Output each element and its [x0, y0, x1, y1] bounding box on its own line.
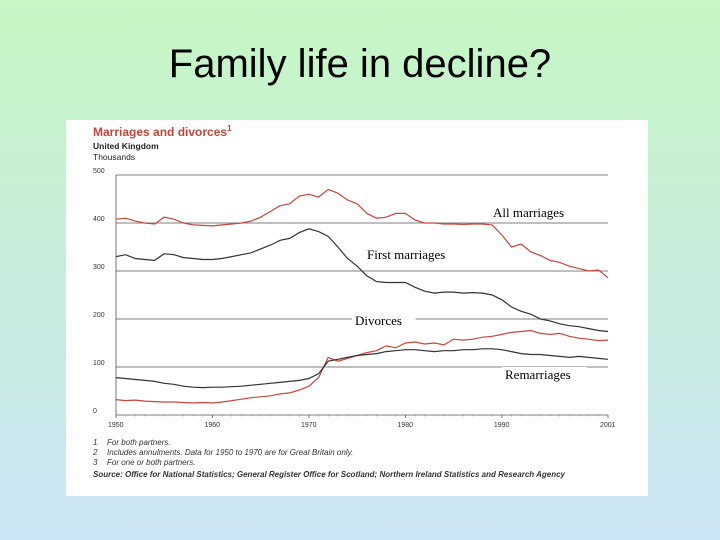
chart-title: Marriages and divorces1 [93, 124, 232, 139]
x-axis-ticks: 1950 1960 1970 1980 1990 2001 [108, 415, 616, 429]
footnote-number: 3 [93, 458, 98, 467]
line-chart: 0 100 200 300 400 500 1950 1960 1970 1980 1990 200… [93, 168, 616, 429]
x-tick-label: 1990 [494, 422, 510, 429]
series-line-remarriages [115, 348, 609, 389]
chart-region: United Kingdom [93, 141, 159, 151]
series-line-divorces [115, 329, 609, 404]
footnote-number: 2 [93, 448, 98, 457]
footnote-number: 1 [93, 438, 98, 447]
footnote-2: 2 Includes annulments. Data for 1950 to 1… [93, 448, 638, 458]
x-tick-label: 1970 [301, 422, 317, 429]
annotation-background [364, 247, 478, 263]
annotations: All marriages First marriages Divorces Rema… [352, 205, 590, 383]
y-tick-label: 400 [93, 216, 105, 223]
annotation-remarriages: Remarriages [505, 367, 571, 382]
y-tick-label: 100 [93, 360, 105, 367]
footnote-text: For one or both partners. [107, 458, 196, 467]
annotation-background [502, 367, 588, 383]
annotation-divorces: Divorces [355, 313, 402, 328]
source-note: Source: Office for National Statistics; … [93, 470, 565, 479]
chart-figure: Marriages and divorces1 United Kingdom T… [66, 120, 648, 496]
footnote-text: For both partners. [107, 438, 171, 447]
y-tick-label: 300 [93, 264, 105, 271]
footnote-text: Includes annulments. Data for 1950 to 19… [107, 448, 354, 457]
annotation-background [352, 313, 416, 329]
x-tick-label: 2001 [600, 422, 616, 429]
annotation-first-marriages: First marriages [367, 247, 445, 262]
series-line-all-marriages [115, 188, 609, 279]
footnotes: 1 For both partners. 2 Includes annulments… [93, 438, 638, 480]
y-tick-label: 200 [93, 312, 105, 319]
x-tick-label: 1960 [204, 422, 220, 429]
chart-title-footnote: 1 [227, 124, 232, 133]
annotation-background [490, 205, 590, 221]
y-tick-label: 0 [93, 408, 97, 415]
chart-title-text: Marriages and divorces [93, 125, 228, 139]
series-lines [115, 188, 609, 404]
chart-units: Thousands [93, 152, 136, 162]
footnote-1: 1 For both partners. [93, 438, 638, 448]
annotation-all-marriages: All marriages [493, 205, 564, 220]
y-axis-ticks: 0 100 200 300 400 500 [93, 168, 105, 415]
x-tick-label: 1950 [108, 422, 124, 429]
footnote-3: 3 For one or both partners. [93, 458, 638, 468]
slide-title: Family life in decline? [168, 42, 552, 86]
x-tick-label: 1980 [397, 422, 413, 429]
y-tick-label: 500 [93, 168, 105, 175]
series-line-first-marriages [115, 228, 609, 333]
